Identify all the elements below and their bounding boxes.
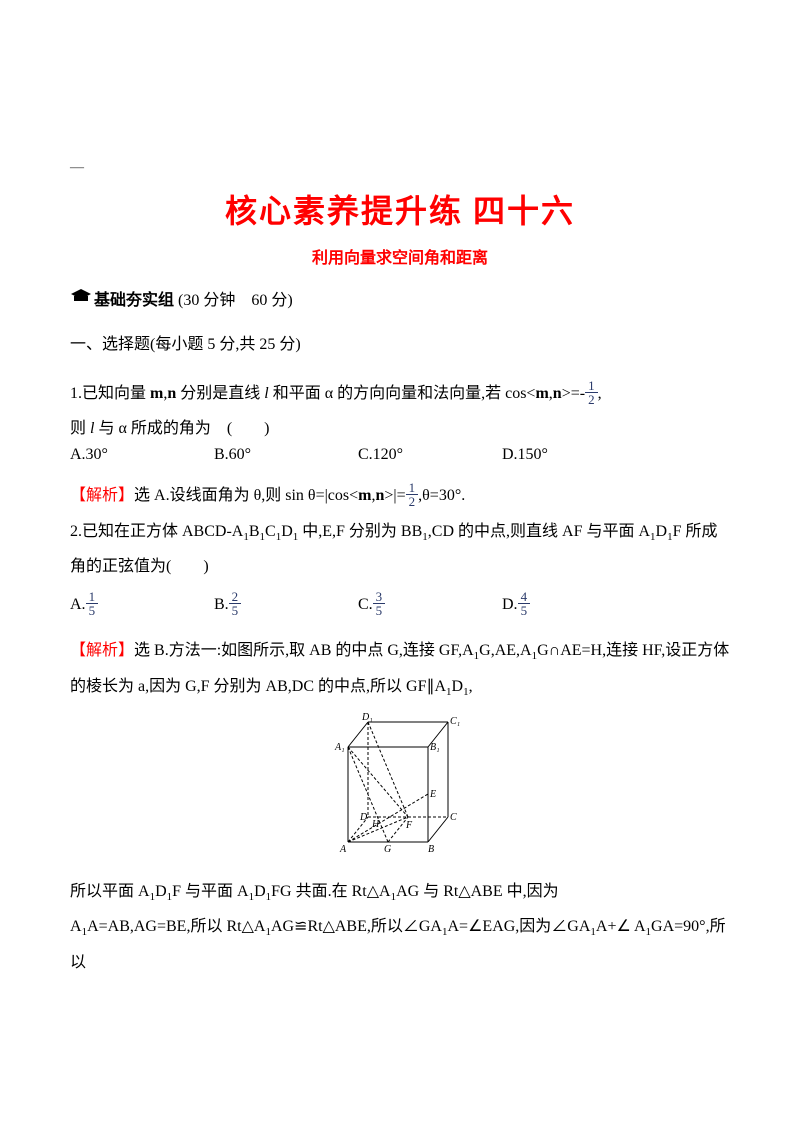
q2-text: C — [265, 523, 276, 540]
q1-opt-c: C.120° — [358, 446, 498, 464]
svg-text:D₁: D₁ — [361, 712, 373, 723]
q2-options: A.15 B.25 C.35 D.45 — [70, 592, 730, 619]
q2-ans-text: A — [70, 918, 82, 935]
q1-ans-text: >|= — [384, 487, 405, 504]
q2-opt-a: A.15 — [70, 592, 210, 619]
q2-ans-text: G,AE,A — [479, 642, 531, 659]
svg-text:D: D — [359, 812, 368, 823]
section-tagline: 基础夯实组 (30 分钟 60 分) — [70, 286, 730, 310]
svg-text:B₁: B₁ — [430, 742, 440, 753]
q2-answer-2: 所以平面 A1D1F 与平面 A1D1FG 共面.在 Rt△A1AG 与 Rt△… — [70, 874, 730, 909]
q2-ans-text: F 与平面 A — [172, 883, 248, 900]
svg-text:G: G — [384, 844, 391, 855]
answer-prefix: 【解析】 — [70, 487, 134, 504]
q2-ans-text: D — [155, 883, 167, 900]
cube-diagram: D₁ C₁ A₁ B₁ D C A B G F E H — [320, 712, 480, 862]
q2-answer-1: 【解析】选 B.方法一:如图所示,取 AB 的中点 G,连接 GF,A1G,AE… — [70, 633, 730, 704]
q2-ans-text: D — [254, 883, 266, 900]
frac-half: 12 — [406, 481, 419, 508]
q1-opt-d: D.150° — [502, 446, 642, 464]
q2-answer-3: A1A=AB,AG=BE,所以 Rt△A1AG≌Rt△ABE,所以∠GA1A=∠… — [70, 909, 730, 980]
q2-ans-text: G∩AE=H,连接 — [537, 642, 638, 659]
frac-half: 12 — [585, 379, 598, 406]
section-1-head: 一、选择题(每小题 5 分,共 25 分) — [70, 330, 730, 354]
main-title: 核心素养提升练 四十六 — [70, 186, 730, 232]
q2-opt-c: C.35 — [358, 592, 498, 619]
svg-text:F: F — [405, 820, 413, 831]
svg-text:C: C — [450, 812, 457, 823]
q2-ans-text: A — [634, 918, 646, 935]
q1-ans-text: 选 A.设线面角为 θ,则 sin θ=|cos< — [134, 487, 358, 504]
q2-text: B — [249, 523, 260, 540]
vec-m: m — [535, 385, 548, 402]
q1-text: , — [598, 385, 602, 402]
q2-text: A — [638, 523, 650, 540]
q1-opt-b: B.60° — [214, 446, 354, 464]
svg-text:E: E — [429, 789, 436, 800]
answer-prefix: 【解析】 — [70, 642, 134, 659]
q2-text: D — [656, 523, 668, 540]
q2-opt-b: B.25 — [214, 592, 354, 619]
q2-opt-d: D.45 — [502, 592, 642, 619]
timing-text: (30 分钟 60 分) — [178, 286, 293, 310]
page-dash: — — [70, 160, 730, 176]
vec-m: m — [358, 487, 371, 504]
q2-text: D — [281, 523, 293, 540]
q1-answer: 【解析】选 A.设线面角为 θ,则 sin θ=|cos<m,n>|=12,θ=… — [70, 478, 730, 513]
q1-text: 分别是直线 — [176, 385, 264, 402]
q2-ans-text: AG≌Rt△ABE,所以∠GA — [271, 918, 442, 935]
hat-icon — [70, 288, 92, 309]
svg-text:H: H — [371, 819, 380, 830]
q2-ans-text: 所以平面 A — [70, 883, 150, 900]
svg-text:B: B — [428, 844, 434, 855]
q2-ans-text: , — [469, 678, 473, 695]
subtitle: 利用向量求空间角和距离 — [70, 244, 730, 268]
q2-ans-text: AG 与 Rt△ABE 中,因为 — [396, 883, 559, 900]
q1-text: 1.已知向量 — [70, 385, 150, 402]
q1-text: 和平面 α 的方向向量和法向量,若 cos< — [269, 385, 536, 402]
q1-ans-text: ,θ=30°. — [418, 487, 465, 504]
svg-text:A: A — [339, 844, 347, 855]
q1-text: 则 — [70, 420, 90, 437]
q1-stem-line2: 则 l 与 α 所成的角为 ( ) — [70, 411, 730, 446]
q2-ans-text: D — [452, 678, 464, 695]
q1-text: 与 α 所成的角为 ( ) — [94, 420, 269, 437]
q2-ans-text: A=∠EAG,因为∠GA — [448, 918, 591, 935]
vec-n: n — [167, 385, 176, 402]
q1-stem-line1: 1.已知向量 m,n 分别是直线 l 和平面 α 的方向向量和法向量,若 cos… — [70, 376, 730, 411]
q1-options: A.30° B.60° C.120° D.150° — [70, 446, 730, 464]
tag-label: 基础夯实组 — [94, 286, 174, 310]
q2-ans-text: 选 B.方法一:如图所示,取 AB 的中点 G,连接 GF,A — [134, 642, 474, 659]
q2-text: 中,E,F 分别为 BB — [298, 523, 422, 540]
vec-n: n — [553, 385, 562, 402]
q2-ans-text: A+∠ — [596, 918, 631, 935]
q2-ans-text: A=AB,AG=BE,所以 Rt△A — [87, 918, 265, 935]
svg-text:C₁: C₁ — [450, 716, 460, 727]
q2-text: ,CD 的中点,则直线 AF 与平面 — [428, 523, 635, 540]
q1-text: >=- — [562, 385, 585, 402]
q1-opt-a: A.30° — [70, 446, 210, 464]
q2-ans-text: FG 共面.在 Rt△A — [271, 883, 390, 900]
q2-text: 2.已知在正方体 ABCD-A — [70, 523, 243, 540]
svg-text:A₁: A₁ — [334, 742, 345, 753]
vec-m: m — [150, 385, 163, 402]
q2-stem: 2.已知在正方体 ABCD-A1B1C1D1 中,E,F 分别为 BB1,CD … — [70, 514, 730, 585]
